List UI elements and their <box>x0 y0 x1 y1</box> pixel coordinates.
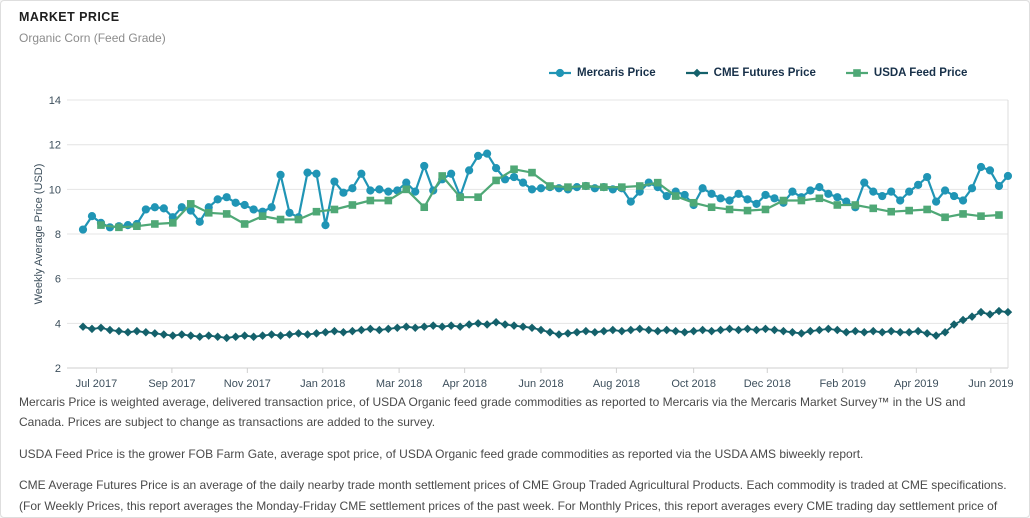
y-tick-label: 12 <box>49 140 61 152</box>
usda-feed-price-line <box>100 168 1000 229</box>
legend-item-label: Mercaris Price <box>577 67 656 79</box>
cme-futures-price-line <box>82 310 1009 339</box>
chart-legend: Mercaris Price CME Futures Price USDA Feed… <box>549 67 967 79</box>
legend-item-cme-futures-price[interactable]: CME Futures Price <box>685 67 816 79</box>
x-tick-label: Aug 2018 <box>593 378 640 390</box>
footnote-mercaris: Mercaris Price is weighted average, deli… <box>19 395 966 430</box>
legend-item-label: CME Futures Price <box>713 67 816 79</box>
price-chart-canvas: 2 4 6 8 10 12 14 Jul 2017 Sep 2017 Nov 2017 Jan 20… <box>33 95 1014 390</box>
series-cme-futures-price <box>78 306 1013 343</box>
page-title: MARKET PRICE <box>19 10 120 24</box>
x-tick-label: Mar 2018 <box>376 378 422 390</box>
y-tick-label: 14 <box>49 95 61 107</box>
series-mercaris-price <box>78 149 1013 234</box>
x-tick-label: Jul 2017 <box>76 378 118 390</box>
legend-item-label: USDA Feed Price <box>873 67 968 79</box>
series-usda-feed-price <box>97 165 1003 232</box>
cme-futures-price-marker-icon <box>685 68 708 78</box>
legend-item-usda-feed-price[interactable]: USDA Feed Price <box>845 67 968 79</box>
footnote-usda: USDA Feed Price is the grower FOB Farm G… <box>19 446 864 461</box>
y-tick-label: 4 <box>55 318 61 330</box>
legend-item-mercaris-price[interactable]: Mercaris Price <box>549 67 656 79</box>
x-tick-label: Apr 2019 <box>894 378 939 390</box>
y-tick-label: 8 <box>55 229 61 241</box>
chart-subtitle: Organic Corn (Feed Grade) <box>19 31 166 45</box>
x-tick-label: Dec 2018 <box>744 378 791 390</box>
usda-feed-price-marker-icon <box>845 69 868 77</box>
y-tick-label: 6 <box>55 274 61 286</box>
x-tick-label: Oct 2018 <box>671 378 716 390</box>
x-tick-label: Feb 2019 <box>819 378 865 390</box>
chart-footnotes: Mercaris Price is weighted average, deli… <box>19 392 1013 517</box>
y-tick-label: 2 <box>55 363 61 375</box>
x-tick-label: Jan 2018 <box>300 378 345 390</box>
x-tick-label: Jun 2018 <box>518 378 563 390</box>
y-tick-label: 10 <box>49 184 61 196</box>
x-tick-label: Jun 2019 <box>968 378 1013 390</box>
footnote-cme: CME Average Futures Price is an average … <box>19 478 1007 513</box>
x-tick-label: Apr 2018 <box>442 378 487 390</box>
mercaris-price-marker-icon <box>549 68 571 78</box>
x-tick-label: Sep 2017 <box>148 378 195 390</box>
price-chart: 2 4 6 8 10 12 14 Jul 2017 Sep 2017 Nov 2017 Jan 20… <box>1 87 1029 391</box>
y-axis-title: Weekly Average Price (USD) <box>33 164 45 305</box>
x-tick-label: Nov 2017 <box>224 378 271 390</box>
chart-header: MARKET PRICE Organic Corn (Feed Grade) <box>19 10 166 45</box>
